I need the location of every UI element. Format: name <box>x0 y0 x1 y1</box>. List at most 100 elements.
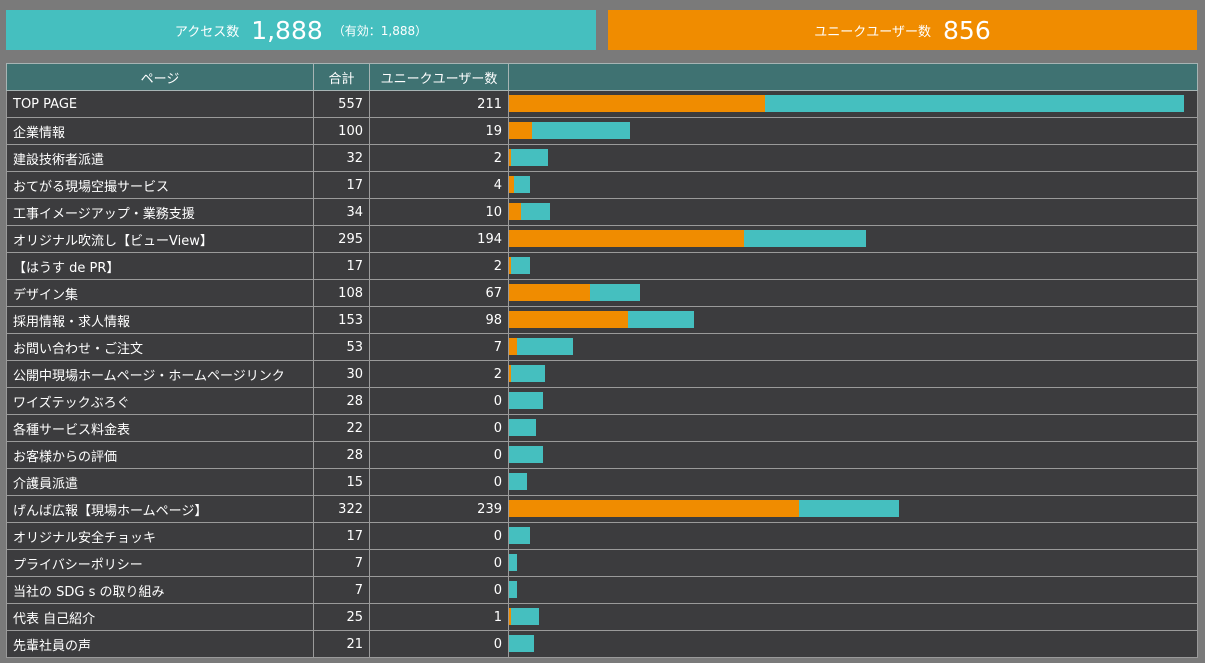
page-link[interactable]: 企業情報 <box>6 117 314 145</box>
page-link[interactable]: ワイズテックぶろぐ <box>6 387 314 415</box>
unique-bar <box>509 311 628 328</box>
access-count-label: アクセス数 <box>174 24 240 40</box>
unique-bar <box>509 176 514 193</box>
page-link[interactable]: おてがる現場空撮サービス <box>6 171 314 199</box>
unique-users-count: 2 <box>369 252 509 280</box>
total-count: 32 <box>313 144 370 172</box>
total-bar <box>509 419 536 436</box>
table-row: デザイン集 108 67 <box>6 279 1198 307</box>
bar-cell <box>508 333 1198 361</box>
bar-cell <box>508 495 1198 523</box>
total-bar <box>509 635 534 652</box>
table-row: 先輩社員の声 21 0 <box>6 630 1198 658</box>
table-row: げんば広報【現場ホームページ】 322 239 <box>6 495 1198 523</box>
total-count: 17 <box>313 252 370 280</box>
bar-cell <box>508 360 1198 388</box>
table-row: 代表 自己紹介 25 1 <box>6 603 1198 631</box>
bar-cell <box>508 549 1198 577</box>
total-count: 21 <box>313 630 370 658</box>
page-link[interactable]: 採用情報・求人情報 <box>6 306 314 334</box>
bar-cell <box>508 198 1198 226</box>
unique-users-value: 856 <box>943 15 991 45</box>
total-count: 28 <box>313 441 370 469</box>
table-row: お客様からの評価 28 0 <box>6 441 1198 469</box>
unique-bar <box>509 284 590 301</box>
bar-cell <box>508 441 1198 469</box>
unique-users-count: 4 <box>369 171 509 199</box>
total-count: 15 <box>313 468 370 496</box>
page-link[interactable]: 当社の SDG s の取り組み <box>6 576 314 604</box>
total-count: 557 <box>313 90 370 118</box>
page-link[interactable]: げんば広報【現場ホームページ】 <box>6 495 314 523</box>
unique-users-count: 67 <box>369 279 509 307</box>
unique-users-count: 2 <box>369 144 509 172</box>
bar-cell <box>508 252 1198 280</box>
bar-cell <box>508 414 1198 442</box>
table-row: 各種サービス料金表 22 0 <box>6 414 1198 442</box>
table-row: 公開中現場ホームページ・ホームページリンク 30 2 <box>6 360 1198 388</box>
page-link[interactable]: 各種サービス料金表 <box>6 414 314 442</box>
bar-cell <box>508 144 1198 172</box>
table-row: オリジナル安全チョッキ 17 0 <box>6 522 1198 550</box>
total-bar <box>509 473 527 490</box>
unique-users-count: 1 <box>369 603 509 631</box>
page-link[interactable]: お客様からの評価 <box>6 441 314 469</box>
page-link[interactable]: 代表 自己紹介 <box>6 603 314 631</box>
total-count: 53 <box>313 333 370 361</box>
page-link[interactable]: 介護員派遣 <box>6 468 314 496</box>
unique-bar <box>509 365 511 382</box>
page-link[interactable]: 公開中現場ホームページ・ホームページリンク <box>6 360 314 388</box>
page-link[interactable]: プライバシーポリシー <box>6 549 314 577</box>
page-link[interactable]: オリジナル安全チョッキ <box>6 522 314 550</box>
bar-cell <box>508 117 1198 145</box>
total-count: 30 <box>313 360 370 388</box>
total-count: 28 <box>313 387 370 415</box>
unique-bar <box>509 257 511 274</box>
page-link[interactable]: デザイン集 <box>6 279 314 307</box>
table-row: 建設技術者派遣 32 2 <box>6 144 1198 172</box>
unique-users-count: 10 <box>369 198 509 226</box>
access-valid-count: （有効：1,888） <box>332 23 428 38</box>
header-unique-users[interactable]: ユニークユーザー数 <box>369 63 509 91</box>
page-link[interactable]: お問い合わせ・ご注文 <box>6 333 314 361</box>
total-bar <box>509 500 899 517</box>
unique-bar <box>509 230 744 247</box>
page-link[interactable]: 先輩社員の声 <box>6 630 314 658</box>
total-count: 108 <box>313 279 370 307</box>
unique-users-count: 0 <box>369 441 509 469</box>
page-link[interactable]: 工事イメージアップ・業務支援 <box>6 198 314 226</box>
bar-cell <box>508 279 1198 307</box>
bar-cell <box>508 225 1198 253</box>
unique-bar <box>509 338 517 355</box>
table-row: お問い合わせ・ご注文 53 7 <box>6 333 1198 361</box>
total-bar <box>509 203 550 220</box>
unique-users-count: 0 <box>369 468 509 496</box>
header-page[interactable]: ページ <box>6 63 314 91</box>
total-bar <box>509 284 640 301</box>
bar-cell <box>508 306 1198 334</box>
total-bar <box>509 149 548 166</box>
table-row: 採用情報・求人情報 153 98 <box>6 306 1198 334</box>
total-bar <box>509 122 630 139</box>
unique-users-count: 239 <box>369 495 509 523</box>
unique-users-count: 0 <box>369 387 509 415</box>
page-link[interactable]: 【はうす de PR】 <box>6 252 314 280</box>
access-count-panel: アクセス数 1,888 （有効：1,888） <box>6 10 596 50</box>
unique-users-label: ユニークユーザー数 <box>814 24 932 40</box>
total-bar <box>509 257 530 274</box>
page-link[interactable]: オリジナル吹流し【ビューView】 <box>6 225 314 253</box>
page-link[interactable]: TOP PAGE <box>6 90 314 118</box>
access-count-value: 1,888 <box>251 15 323 45</box>
unique-users-count: 2 <box>369 360 509 388</box>
page-stats-table: ページ 合計 ユニークユーザー数 TOP PAGE 557 211 企業情報 10 0 19… <box>6 63 1198 658</box>
table-row: ワイズテックぶろぐ 28 0 <box>6 387 1198 415</box>
unique-users-count: 19 <box>369 117 509 145</box>
total-count: 25 <box>313 603 370 631</box>
header-bar-graph <box>508 63 1198 91</box>
total-bar <box>509 581 517 598</box>
header-total[interactable]: 合計 <box>313 63 370 91</box>
table-row: オリジナル吹流し【ビューView】 295 194 <box>6 225 1198 253</box>
page-link[interactable]: 建設技術者派遣 <box>6 144 314 172</box>
bar-cell <box>508 522 1198 550</box>
unique-users-count: 98 <box>369 306 509 334</box>
